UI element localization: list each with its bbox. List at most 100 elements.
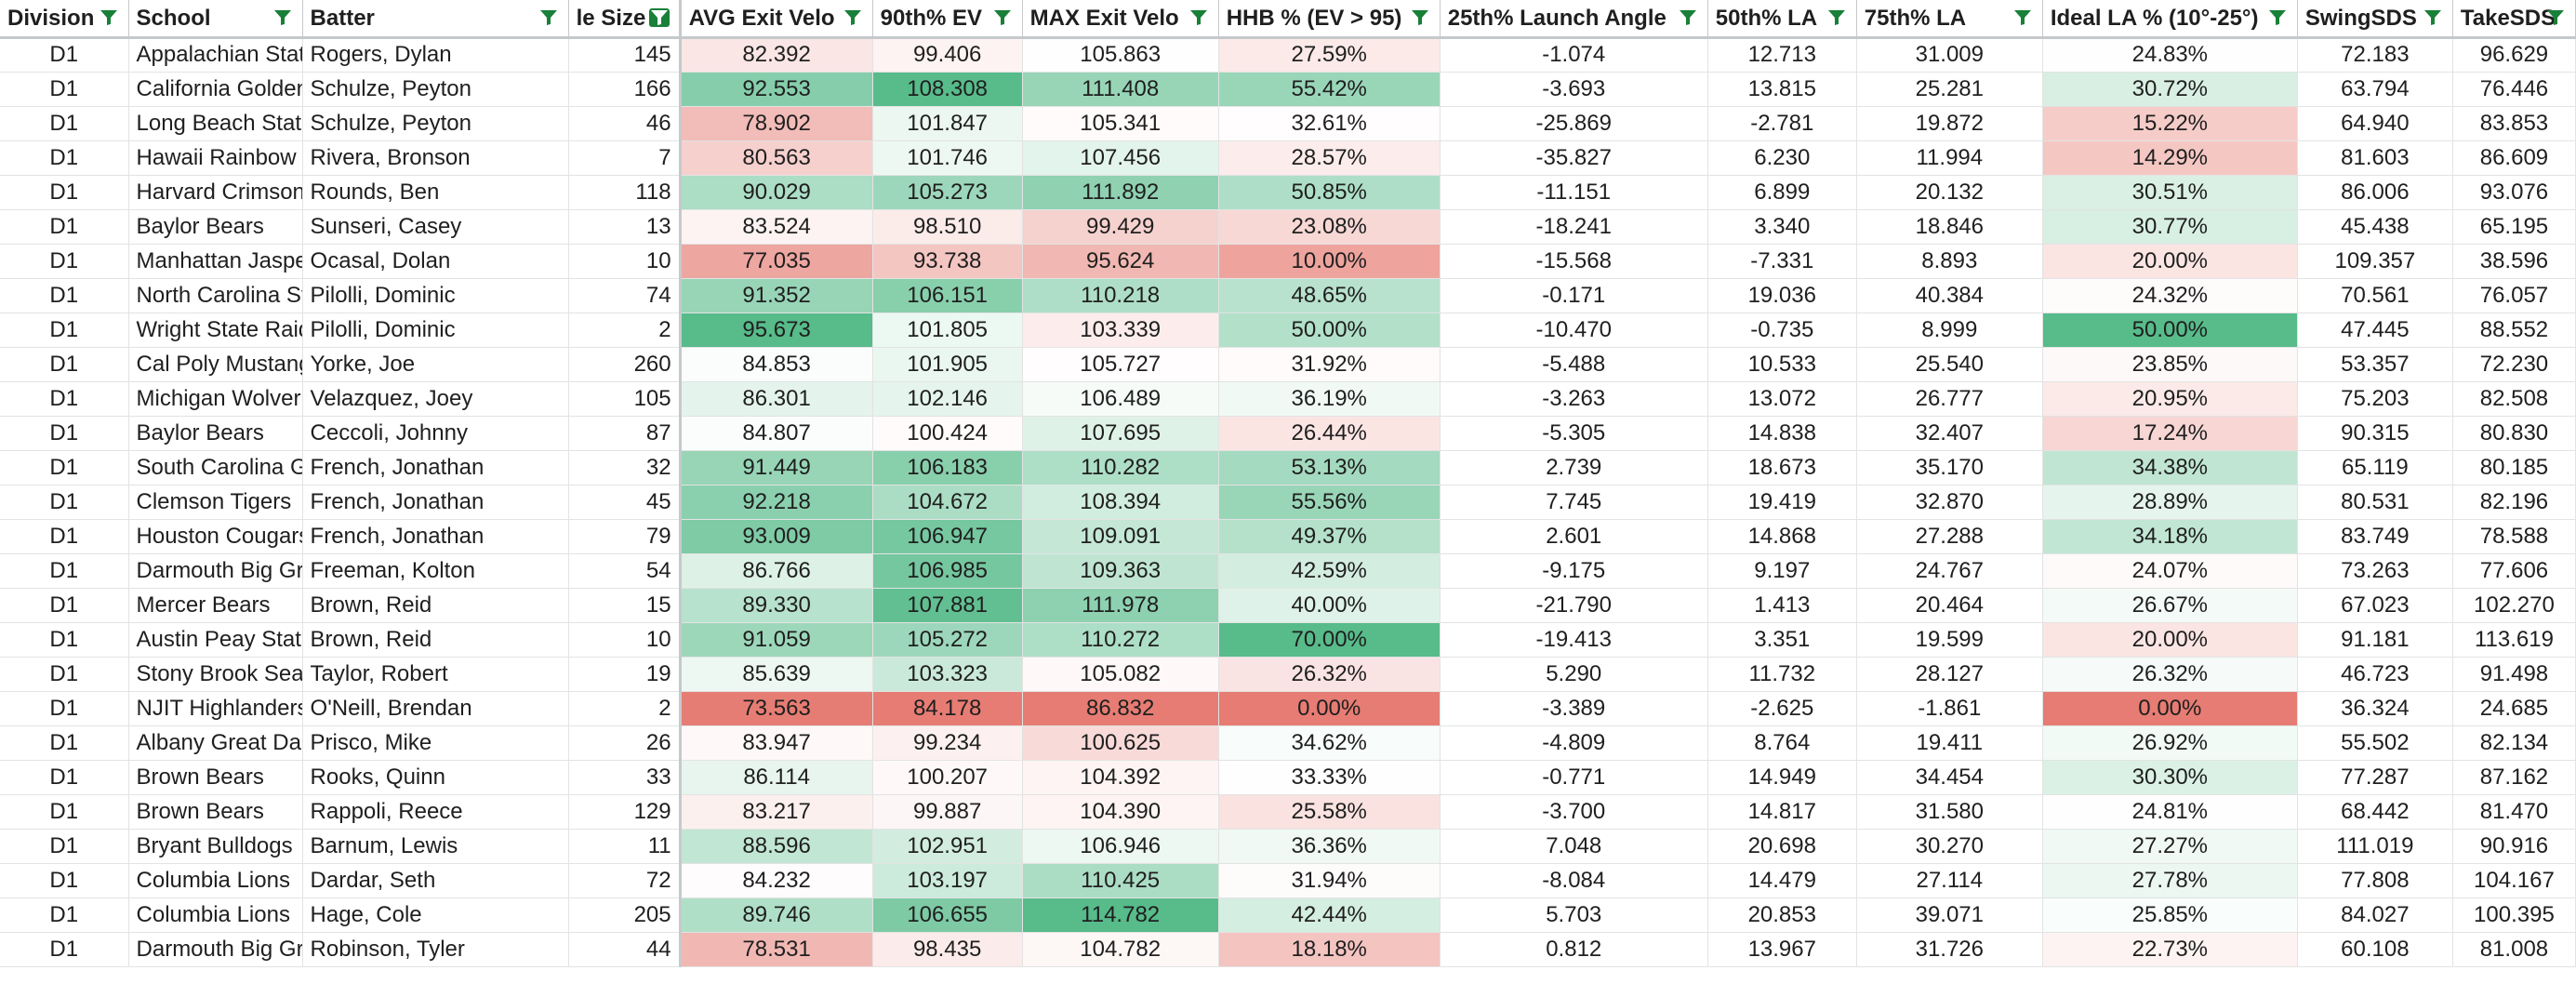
table-cell[interactable]: 14.479 <box>1707 863 1857 898</box>
table-cell[interactable]: -3.693 <box>1440 72 1708 107</box>
table-cell[interactable]: 40.00% <box>1218 588 1441 623</box>
table-cell[interactable]: Brown, Reid <box>302 588 569 623</box>
table-cell[interactable]: 109.357 <box>2297 244 2453 279</box>
column-header[interactable]: School <box>128 0 303 39</box>
table-cell[interactable]: Ceccoli, Johnny <box>302 416 569 451</box>
table-cell[interactable]: 80.531 <box>2297 485 2453 520</box>
table-cell[interactable]: 19.599 <box>1856 622 2043 658</box>
table-cell[interactable]: 104.167 <box>2452 863 2576 898</box>
table-cell[interactable]: Mercer Bears <box>128 588 303 623</box>
table-cell[interactable]: 1.413 <box>1707 588 1857 623</box>
filter-icon[interactable] <box>2012 8 2033 27</box>
table-cell[interactable]: 205 <box>568 897 682 933</box>
table-cell[interactable]: 90.315 <box>2297 416 2453 451</box>
table-cell[interactable]: 7.048 <box>1440 829 1708 864</box>
table-cell[interactable]: 79 <box>568 519 682 554</box>
table-cell[interactable]: -15.568 <box>1440 244 1708 279</box>
table-cell[interactable]: 109.091 <box>1022 519 1219 554</box>
table-cell[interactable]: Velazquez, Joey <box>302 381 569 417</box>
table-cell[interactable]: 34.18% <box>2042 519 2298 554</box>
table-cell[interactable]: 30.30% <box>2042 760 2298 795</box>
table-cell[interactable]: 105.082 <box>1022 657 1219 692</box>
table-cell[interactable]: 26.44% <box>1218 416 1441 451</box>
table-cell[interactable]: Rounds, Ben <box>302 175 569 210</box>
table-cell[interactable]: 27.114 <box>1856 863 2043 898</box>
table-cell[interactable]: D1 <box>0 381 129 417</box>
table-cell[interactable]: D1 <box>0 760 129 795</box>
table-cell[interactable]: 104.390 <box>1022 794 1219 830</box>
table-cell[interactable]: Prisco, Mike <box>302 725 569 761</box>
table-cell[interactable]: 110.272 <box>1022 622 1219 658</box>
table-cell[interactable]: 105.727 <box>1022 347 1219 382</box>
table-cell[interactable]: 30.270 <box>1856 829 2043 864</box>
table-cell[interactable]: 81.603 <box>2297 140 2453 176</box>
table-cell[interactable]: 36.36% <box>1218 829 1441 864</box>
table-cell[interactable]: 70.00% <box>1218 622 1441 658</box>
table-cell[interactable]: Ocasal, Dolan <box>302 244 569 279</box>
table-cell[interactable]: 19.419 <box>1707 485 1857 520</box>
table-cell[interactable]: 110.218 <box>1022 278 1219 313</box>
table-cell[interactable]: D1 <box>0 932 129 967</box>
table-cell[interactable]: 76.057 <box>2452 278 2576 313</box>
table-cell[interactable]: 11.732 <box>1707 657 1857 692</box>
table-cell[interactable]: 78.588 <box>2452 519 2576 554</box>
table-cell[interactable]: 53.357 <box>2297 347 2453 382</box>
table-cell[interactable]: 20.00% <box>2042 244 2298 279</box>
table-cell[interactable]: 25.281 <box>1856 72 2043 107</box>
table-cell[interactable]: D1 <box>0 140 129 176</box>
table-cell[interactable]: Brown Bears <box>128 794 303 830</box>
table-cell[interactable]: 102.146 <box>872 381 1023 417</box>
table-cell[interactable]: -3.389 <box>1440 691 1708 726</box>
filter-icon[interactable] <box>1410 8 1430 27</box>
table-cell[interactable]: 73.563 <box>680 691 873 726</box>
table-cell[interactable]: 50.00% <box>1218 312 1441 348</box>
table-cell[interactable]: 92.553 <box>680 72 873 107</box>
table-cell[interactable]: 81.008 <box>2452 932 2576 967</box>
table-cell[interactable]: 118 <box>568 175 682 210</box>
table-cell[interactable]: 104.782 <box>1022 932 1219 967</box>
table-cell[interactable]: 25.85% <box>2042 897 2298 933</box>
table-cell[interactable]: 100.424 <box>872 416 1023 451</box>
table-cell[interactable]: 20.698 <box>1707 829 1857 864</box>
table-cell[interactable]: Wright State Raiders <box>128 312 303 348</box>
table-cell[interactable]: 6.899 <box>1707 175 1857 210</box>
table-cell[interactable]: 13 <box>568 209 682 245</box>
table-cell[interactable]: 108.308 <box>872 72 1023 107</box>
table-cell[interactable]: D1 <box>0 37 129 73</box>
table-cell[interactable]: 55.56% <box>1218 485 1441 520</box>
table-cell[interactable]: 101.905 <box>872 347 1023 382</box>
table-cell[interactable]: -2.781 <box>1707 106 1857 141</box>
table-cell[interactable]: 93.738 <box>872 244 1023 279</box>
table-cell[interactable]: 83.749 <box>2297 519 2453 554</box>
table-cell[interactable]: -1.861 <box>1856 691 2043 726</box>
table-cell[interactable]: 82.508 <box>2452 381 2576 417</box>
table-cell[interactable]: 84.807 <box>680 416 873 451</box>
table-cell[interactable]: 35.170 <box>1856 450 2043 485</box>
table-cell[interactable]: 96.629 <box>2452 37 2576 73</box>
table-cell[interactable]: 27.27% <box>2042 829 2298 864</box>
table-cell[interactable]: 32.870 <box>1856 485 2043 520</box>
table-cell[interactable]: 83.217 <box>680 794 873 830</box>
table-cell[interactable]: 77.287 <box>2297 760 2453 795</box>
table-cell[interactable]: D1 <box>0 657 129 692</box>
filter-icon[interactable] <box>538 8 559 27</box>
table-cell[interactable]: Long Beach State <box>128 106 303 141</box>
table-cell[interactable]: 91.352 <box>680 278 873 313</box>
table-cell[interactable]: 26.92% <box>2042 725 2298 761</box>
table-cell[interactable]: 107.881 <box>872 588 1023 623</box>
table-cell[interactable]: French, Jonathan <box>302 450 569 485</box>
column-header[interactable]: 75th% LA <box>1856 0 2043 39</box>
table-cell[interactable]: South Carolina Gamecocks <box>128 450 303 485</box>
table-cell[interactable]: 67.023 <box>2297 588 2453 623</box>
table-cell[interactable]: 31.009 <box>1856 37 2043 73</box>
table-cell[interactable]: Taylor, Robert <box>302 657 569 692</box>
table-cell[interactable]: Schulze, Peyton <box>302 72 569 107</box>
table-cell[interactable]: 14.868 <box>1707 519 1857 554</box>
table-cell[interactable]: 104.392 <box>1022 760 1219 795</box>
table-cell[interactable]: Clemson Tigers <box>128 485 303 520</box>
table-cell[interactable]: Barnum, Lewis <box>302 829 569 864</box>
filter-icon[interactable] <box>1678 8 1698 27</box>
table-cell[interactable]: 32.61% <box>1218 106 1441 141</box>
table-cell[interactable]: 72.183 <box>2297 37 2453 73</box>
table-cell[interactable]: 14.817 <box>1707 794 1857 830</box>
